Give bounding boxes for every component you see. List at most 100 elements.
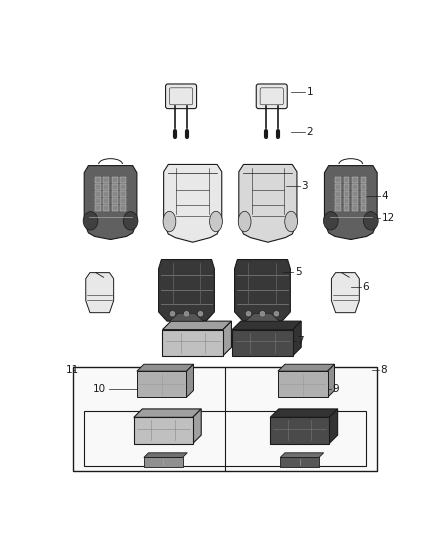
Text: 1: 1 [307, 87, 313, 96]
Bar [360, 177, 366, 183]
Polygon shape [278, 364, 335, 371]
Polygon shape [332, 273, 359, 313]
Polygon shape [239, 165, 297, 242]
Circle shape [198, 311, 203, 316]
Bar [95, 184, 101, 190]
Bar [344, 198, 350, 204]
Bar [95, 191, 101, 197]
Bar [95, 198, 101, 204]
Bar [360, 191, 366, 197]
Text: 8: 8 [380, 366, 387, 375]
Polygon shape [293, 321, 301, 356]
Polygon shape [278, 371, 328, 398]
Bar [352, 177, 358, 183]
Bar [352, 184, 358, 190]
Polygon shape [134, 417, 193, 443]
Ellipse shape [285, 211, 297, 232]
Bar [336, 205, 341, 211]
Bar [344, 191, 350, 197]
Bar [95, 177, 101, 183]
Bar [120, 198, 126, 204]
Polygon shape [193, 409, 201, 443]
Text: 5: 5 [295, 267, 302, 277]
Polygon shape [86, 273, 113, 313]
Text: 10: 10 [93, 384, 106, 394]
FancyBboxPatch shape [256, 84, 287, 109]
Bar [352, 205, 358, 211]
Polygon shape [270, 409, 338, 417]
Polygon shape [164, 165, 222, 242]
Polygon shape [187, 364, 194, 398]
Text: 12: 12 [382, 213, 395, 223]
Polygon shape [270, 417, 329, 443]
Circle shape [170, 311, 175, 316]
Bar [112, 198, 118, 204]
Polygon shape [232, 321, 301, 329]
Bar [280, 457, 319, 467]
Polygon shape [232, 329, 293, 356]
Circle shape [260, 311, 265, 316]
Polygon shape [159, 260, 214, 321]
Polygon shape [170, 313, 203, 321]
Bar [344, 177, 350, 183]
FancyBboxPatch shape [166, 84, 197, 109]
Polygon shape [84, 166, 137, 239]
Bar [360, 205, 366, 211]
Bar [336, 191, 341, 197]
Bar [112, 184, 118, 190]
Bar [120, 184, 126, 190]
Bar [336, 177, 341, 183]
Bar [360, 184, 366, 190]
Text: 2: 2 [307, 127, 313, 137]
Polygon shape [223, 321, 231, 356]
Polygon shape [162, 321, 231, 329]
Polygon shape [328, 364, 335, 398]
Polygon shape [325, 166, 377, 239]
Bar [73, 367, 377, 471]
Polygon shape [280, 453, 324, 457]
Circle shape [184, 311, 189, 316]
Bar [120, 191, 126, 197]
Bar [120, 177, 126, 183]
Ellipse shape [123, 212, 138, 230]
Bar [120, 205, 126, 211]
Text: 6: 6 [362, 282, 369, 292]
Ellipse shape [238, 211, 251, 232]
Bar [144, 457, 183, 467]
Polygon shape [162, 329, 223, 356]
Bar [103, 198, 109, 204]
Bar [103, 184, 109, 190]
Bar [336, 198, 341, 204]
Bar [352, 198, 358, 204]
Circle shape [274, 311, 279, 316]
Polygon shape [134, 409, 201, 417]
Ellipse shape [209, 211, 223, 232]
Ellipse shape [83, 212, 98, 230]
Circle shape [246, 311, 251, 316]
Polygon shape [144, 453, 187, 457]
Polygon shape [137, 364, 194, 371]
Polygon shape [329, 409, 338, 443]
Ellipse shape [323, 212, 338, 230]
Polygon shape [137, 371, 187, 398]
Ellipse shape [163, 211, 176, 232]
Ellipse shape [364, 212, 378, 230]
Bar [344, 184, 350, 190]
Bar [103, 177, 109, 183]
Bar [95, 205, 101, 211]
Bar [336, 184, 341, 190]
Bar [84, 411, 366, 466]
Text: 9: 9 [332, 384, 339, 394]
Text: 4: 4 [382, 191, 389, 201]
Polygon shape [235, 260, 290, 321]
Bar [112, 191, 118, 197]
Bar [344, 205, 350, 211]
Bar [112, 177, 118, 183]
Bar [352, 191, 358, 197]
Bar [103, 191, 109, 197]
Text: 11: 11 [66, 366, 79, 375]
Bar [360, 198, 366, 204]
Text: 7: 7 [297, 336, 304, 346]
Bar [103, 205, 109, 211]
Text: 3: 3 [301, 181, 308, 191]
